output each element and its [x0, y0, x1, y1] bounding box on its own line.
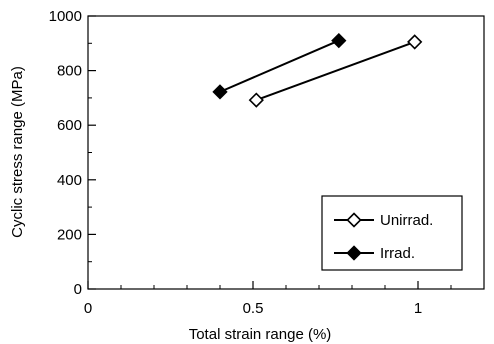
y-tick-label: 400 — [57, 172, 82, 189]
data-point — [331, 32, 347, 49]
y-tick-label: 1000 — [49, 8, 82, 25]
legend-items: Unirrad. Irrad. — [334, 212, 433, 262]
x-tick-label: 0 — [84, 300, 92, 317]
x-tick-label: 1 — [414, 300, 422, 317]
y-tick-label: 800 — [57, 63, 82, 80]
data-point — [248, 92, 264, 108]
x-axis-label: Total strain range (%) — [189, 326, 332, 343]
y-axis-label: Cyclic stress range (MPa) — [9, 66, 26, 238]
legend-marker — [346, 245, 362, 261]
data-point — [407, 34, 423, 50]
data-point — [212, 84, 228, 100]
legend-box — [321, 195, 463, 271]
series-line — [219, 39, 340, 93]
x-tick-label: 0.5 — [243, 300, 264, 317]
y-tick-label: 600 — [57, 117, 82, 134]
y-axis-ticks: 0 200 400 600 800 1000 — [49, 8, 96, 298]
y-tick-label: 200 — [57, 226, 82, 243]
series-layer — [212, 32, 423, 108]
series-2 — [212, 32, 347, 100]
y-tick-label: 0 — [74, 281, 82, 298]
legend-label: Unirrad. — [380, 212, 433, 229]
legend-marker — [346, 212, 362, 228]
series-1 — [248, 34, 423, 108]
series-line — [255, 40, 416, 102]
legend-label: Irrad. — [380, 245, 415, 262]
x-axis-ticks: 0 0.5 1 — [84, 281, 452, 317]
legend: Unirrad. Irrad. — [321, 195, 463, 271]
